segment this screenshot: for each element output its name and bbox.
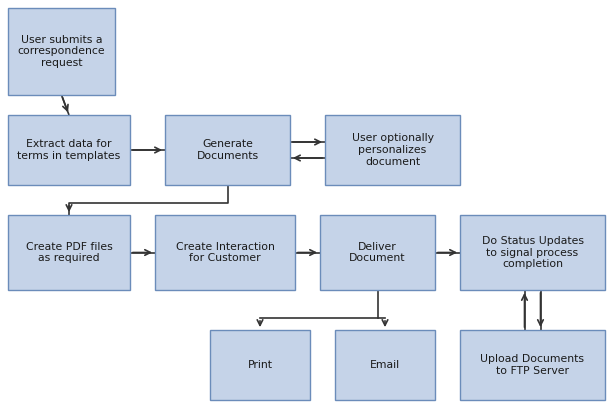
Text: Create PDF files
as required: Create PDF files as required: [26, 242, 113, 263]
Text: Extract data for
terms in templates: Extract data for terms in templates: [17, 139, 121, 161]
Text: Upload Documents
to FTP Server: Upload Documents to FTP Server: [480, 354, 584, 376]
Bar: [460, 330, 605, 400]
Text: Deliver
Document: Deliver Document: [349, 242, 406, 263]
Text: User optionally
personalizes
document: User optionally personalizes document: [352, 134, 434, 166]
Bar: [155, 215, 295, 290]
Text: Print: Print: [247, 360, 272, 370]
Bar: [460, 215, 605, 290]
Bar: [210, 330, 310, 400]
Bar: [325, 115, 460, 185]
Text: Email: Email: [370, 360, 400, 370]
Bar: [8, 8, 115, 95]
Bar: [8, 115, 130, 185]
Text: Do Status Updates
to signal process
completion: Do Status Updates to signal process comp…: [482, 236, 584, 269]
Text: Generate
Documents: Generate Documents: [196, 139, 258, 161]
Text: Create Interaction
for Customer: Create Interaction for Customer: [175, 242, 274, 263]
Bar: [335, 330, 435, 400]
Text: User submits a
correspondence
request: User submits a correspondence request: [18, 35, 105, 68]
Bar: [165, 115, 290, 185]
Bar: [8, 215, 130, 290]
Bar: [320, 215, 435, 290]
